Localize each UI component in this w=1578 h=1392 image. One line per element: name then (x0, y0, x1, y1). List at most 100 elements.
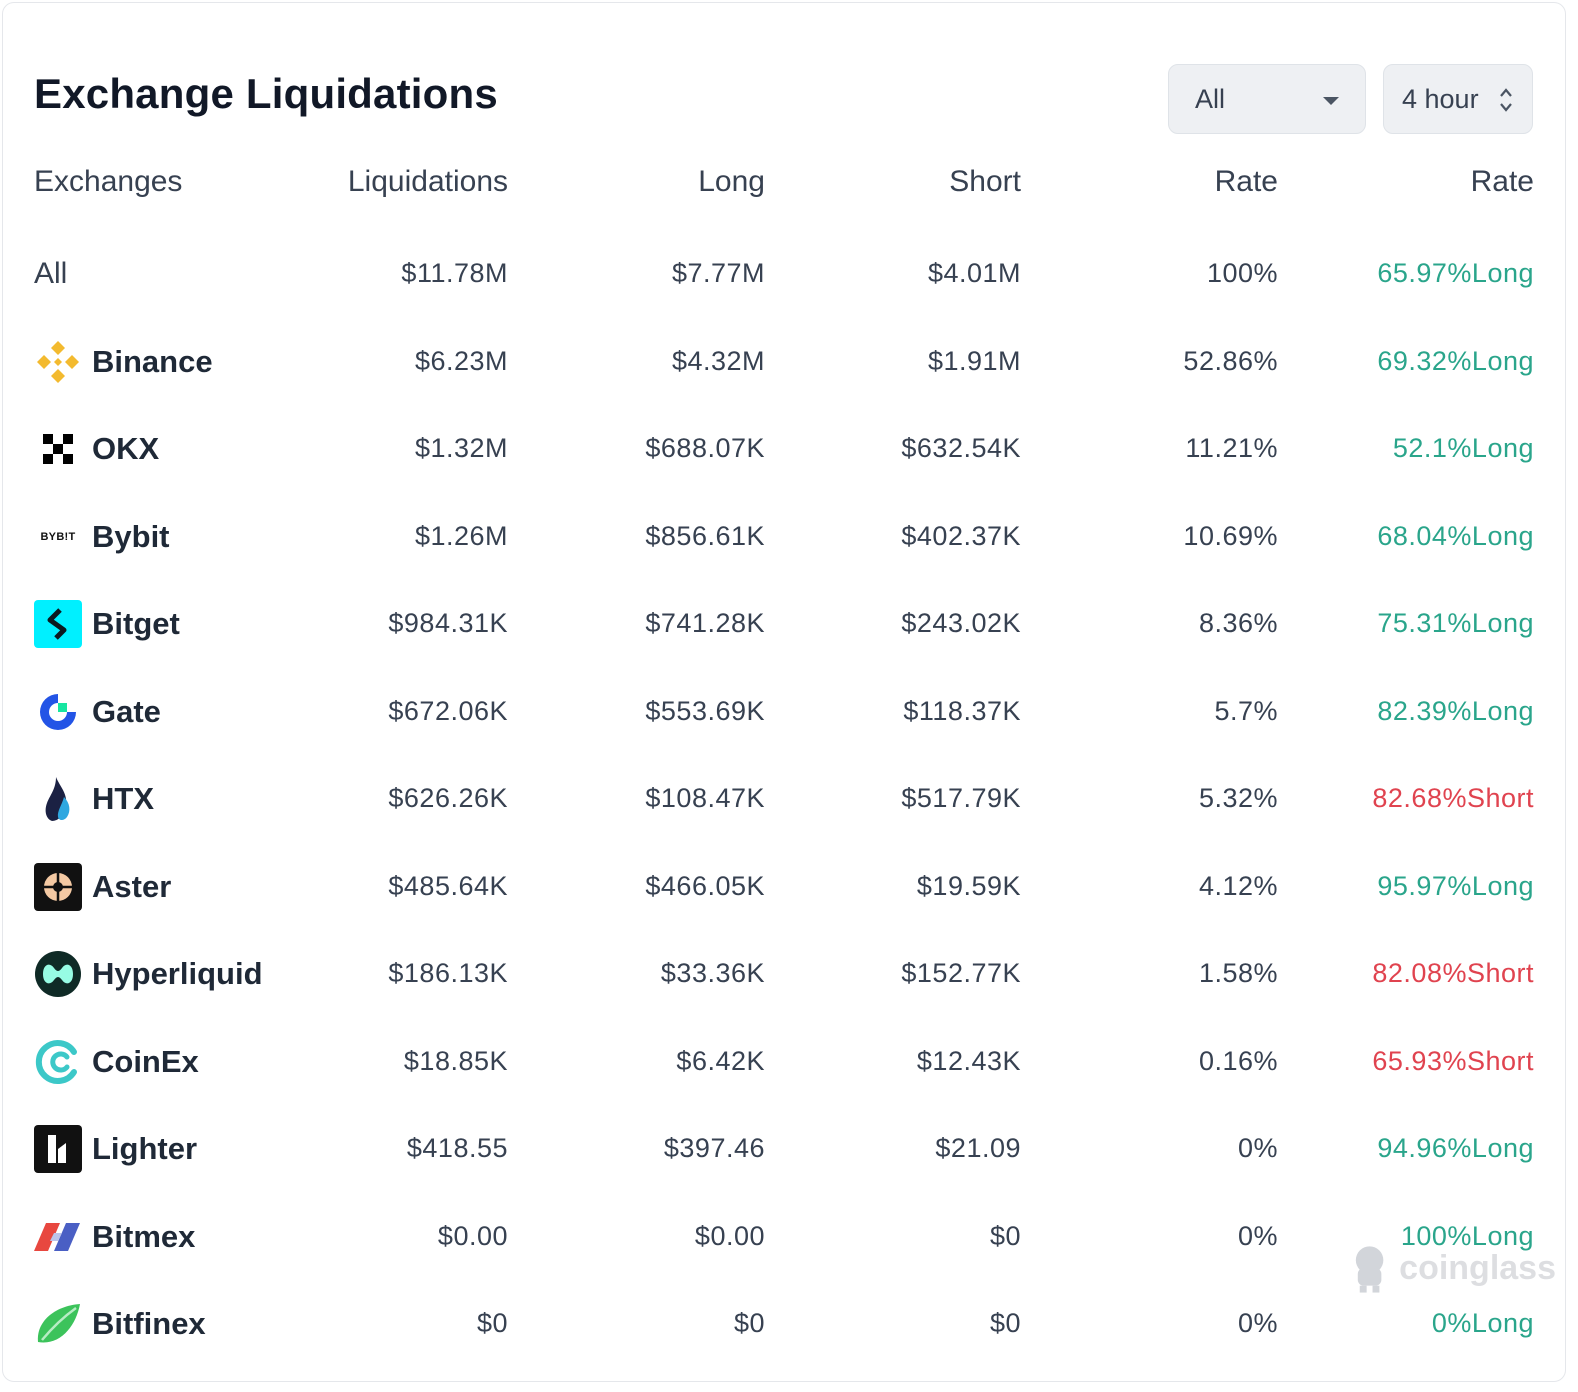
exchange-label: Hyperliquid (92, 956, 263, 991)
header-rate[interactable]: Rate (1214, 165, 1278, 198)
exchange-name: Bitmex (34, 1213, 195, 1261)
long-value: $856.61K (645, 520, 765, 551)
header-long-short-rate[interactable]: Rate (1470, 165, 1534, 198)
short-value: $19.59K (916, 870, 1021, 901)
bitmex-logo-icon (34, 1213, 82, 1261)
exchange-name: Binance (34, 338, 213, 386)
header-exchanges[interactable]: Exchanges (34, 165, 183, 198)
long-value: $741.28K (645, 608, 765, 638)
short-value: $517.79K (901, 783, 1021, 813)
liquidations-value: $626.26K (388, 783, 508, 813)
short-value: $21.09 (935, 1133, 1021, 1163)
exchange-name: HTX (34, 775, 154, 823)
liquidations-value: $11.78M (401, 258, 508, 288)
short-value: $12.43K (916, 1045, 1021, 1076)
long-value: $33.36K (660, 958, 765, 988)
side-rate-value: 52.1%Long (1392, 433, 1534, 463)
long-value: $108.47K (645, 783, 765, 813)
exchange-label: CoinEx (92, 1043, 199, 1079)
table-row[interactable]: BYB!T Bybit $1.26M $856.61K $402.37K 10.… (0, 493, 1578, 581)
exchange-label: Lighter (92, 1131, 198, 1166)
liquidations-value: $18.85K (403, 1045, 508, 1076)
coinex-logo-icon (34, 1038, 82, 1086)
bitfinex-leaf-logo-icon (34, 1300, 82, 1348)
long-value: $4.32M (671, 345, 765, 376)
liquidations-value: $0.00 (437, 1220, 508, 1251)
short-value: $4.01M (927, 258, 1021, 288)
header-liquidations[interactable]: Liquidations (347, 165, 508, 198)
rate-value: 0.16% (1198, 1045, 1278, 1076)
header-long[interactable]: Long (698, 165, 765, 198)
exchange-label: OKX (92, 431, 160, 466)
rate-value: 10.69% (1183, 520, 1278, 551)
liquidations-value: $1.32M (414, 433, 508, 463)
rate-value: 8.36% (1198, 608, 1278, 638)
period-filter-select[interactable]: 4 hour (1383, 64, 1533, 134)
liquidations-value: $418.55 (406, 1133, 508, 1163)
side-rate-value: 82.08%Short (1372, 958, 1534, 988)
table-row[interactable]: HTX $626.26K $108.47K $517.79K 5.32% 82.… (0, 755, 1578, 843)
bitget-logo-icon (34, 600, 82, 648)
table-row[interactable]: CoinEx $18.85K $6.42K $12.43K 0.16% 65.9… (0, 1018, 1578, 1106)
header-short[interactable]: Short (949, 165, 1021, 198)
short-value: $632.54K (901, 433, 1021, 463)
short-value: $243.02K (901, 608, 1021, 638)
table-row[interactable]: All $11.78M $7.77M $4.01M 100% 65.97%Lon… (0, 230, 1578, 318)
exchange-name: CoinEx (34, 1038, 199, 1086)
rate-value: 0% (1237, 1133, 1278, 1163)
exchange-name: Hyperliquid (34, 950, 263, 998)
table-row[interactable]: Aster $485.64K $466.05K $19.59K 4.12% 95… (0, 843, 1578, 931)
exchange-label: Binance (92, 343, 213, 379)
period-filter-value: 4 hour (1402, 83, 1479, 114)
caret-down-icon (1323, 97, 1339, 105)
lighter-logo-icon (34, 1125, 82, 1173)
liquidations-value: $984.31K (388, 608, 508, 638)
table-row[interactable]: Bitget $984.31K $741.28K $243.02K 8.36% … (0, 580, 1578, 668)
long-value: $397.46 (663, 1133, 765, 1163)
exchange-name: Bitget (34, 600, 180, 648)
table-row[interactable]: Bitfinex $0 $0 $0 0% 0%Long (0, 1280, 1578, 1368)
aster-logo-icon (34, 862, 82, 911)
long-value: $7.77M (671, 258, 765, 288)
table-row[interactable]: Binance $6.23M $4.32M $1.91M 52.86% 69.3… (0, 318, 1578, 406)
hyperliquid-logo-icon (34, 950, 82, 998)
exchange-label: Bybit (92, 518, 170, 554)
short-value: $152.77K (901, 958, 1021, 988)
long-value: $0 (733, 1308, 765, 1338)
rate-value: 52.86% (1183, 345, 1278, 376)
table-row[interactable]: OKX $1.32M $688.07K $632.54K 11.21% 52.1… (0, 405, 1578, 493)
exchange-name: Aster (34, 862, 171, 911)
rate-value: 0% (1237, 1220, 1278, 1251)
side-rate-value: 69.32%Long (1377, 345, 1534, 376)
table-row[interactable]: Gate $672.06K $553.69K $118.37K 5.7% 82.… (0, 668, 1578, 756)
long-value: $553.69K (645, 695, 765, 726)
short-value: $0 (989, 1308, 1021, 1338)
liquidations-value: $0 (476, 1308, 508, 1338)
liquidations-value: $485.64K (388, 870, 508, 901)
bybit-logo-text: BYB!T (40, 530, 76, 543)
short-value: $0 (989, 1220, 1021, 1251)
page-title: Exchange Liquidations (34, 70, 498, 117)
table-row[interactable]: Lighter $418.55 $397.46 $21.09 0% 94.96%… (0, 1105, 1578, 1193)
exchange-label: Gate (92, 693, 161, 729)
okx-logo-icon (34, 425, 82, 473)
watermark-text: coinglass (1399, 1248, 1556, 1287)
short-value: $1.91M (927, 345, 1021, 376)
exchange-filter-dropdown[interactable]: All (1168, 64, 1366, 134)
rate-value: 11.21% (1185, 433, 1278, 463)
rate-value: 5.7% (1214, 695, 1278, 726)
exchange-name: Gate (34, 688, 161, 736)
liquidations-value: $672.06K (388, 695, 508, 726)
exchange-name: BYB!T Bybit (34, 513, 170, 561)
table-row[interactable]: Bitmex $0.00 $0.00 $0 0% 100%Long (0, 1193, 1578, 1281)
exchange-name: OKX (34, 425, 159, 473)
table-row[interactable]: Hyperliquid $186.13K $33.36K $152.77K 1.… (0, 930, 1578, 1018)
liquidations-value: $1.26M (414, 520, 508, 551)
exchange-name: Lighter (34, 1125, 197, 1173)
binance-logo-icon (34, 338, 82, 386)
liquidations-value: $6.23M (414, 345, 508, 376)
coinglass-watermark: coinglass (1346, 1240, 1556, 1296)
long-value: $466.05K (645, 870, 765, 901)
exchange-label: Bitfinex (92, 1306, 206, 1341)
